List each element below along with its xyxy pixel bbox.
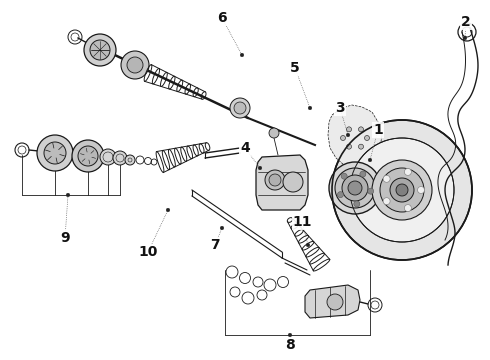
Circle shape	[390, 178, 414, 202]
Circle shape	[332, 120, 472, 260]
Circle shape	[308, 106, 312, 110]
Text: 9: 9	[60, 231, 70, 245]
Circle shape	[348, 181, 362, 195]
Text: 10: 10	[138, 245, 158, 259]
Circle shape	[66, 193, 70, 197]
Circle shape	[269, 128, 279, 138]
Circle shape	[338, 192, 343, 198]
Circle shape	[258, 166, 262, 170]
Text: 1: 1	[373, 123, 383, 137]
Circle shape	[383, 198, 390, 205]
Circle shape	[404, 168, 412, 175]
Circle shape	[342, 175, 368, 201]
Circle shape	[346, 127, 351, 132]
Circle shape	[359, 127, 364, 132]
Polygon shape	[305, 285, 360, 318]
Circle shape	[269, 174, 281, 186]
Circle shape	[37, 135, 73, 171]
Text: 7: 7	[210, 238, 220, 252]
Circle shape	[463, 36, 467, 40]
Circle shape	[125, 155, 135, 165]
Circle shape	[417, 186, 424, 194]
Circle shape	[90, 40, 110, 60]
Circle shape	[372, 160, 432, 220]
Circle shape	[44, 142, 66, 164]
Circle shape	[234, 102, 246, 114]
Circle shape	[350, 138, 454, 242]
Circle shape	[84, 34, 116, 66]
Circle shape	[404, 204, 412, 212]
Text: 2: 2	[461, 15, 471, 29]
Circle shape	[335, 168, 375, 208]
Circle shape	[113, 151, 127, 165]
Circle shape	[329, 162, 381, 214]
Text: 11: 11	[292, 215, 312, 229]
Circle shape	[127, 57, 143, 73]
Text: 6: 6	[217, 11, 227, 25]
Circle shape	[78, 146, 98, 166]
Text: 3: 3	[335, 101, 345, 115]
Circle shape	[396, 184, 408, 196]
Circle shape	[368, 158, 372, 162]
Circle shape	[359, 144, 364, 149]
Circle shape	[341, 135, 345, 140]
Circle shape	[220, 226, 224, 230]
Circle shape	[365, 135, 369, 140]
Circle shape	[100, 149, 116, 165]
Circle shape	[341, 173, 347, 179]
Circle shape	[230, 98, 250, 118]
Circle shape	[306, 243, 310, 247]
Circle shape	[121, 51, 149, 79]
Circle shape	[346, 144, 351, 149]
Text: 4: 4	[240, 141, 250, 155]
Circle shape	[283, 172, 303, 192]
Circle shape	[354, 201, 360, 207]
Circle shape	[265, 170, 285, 190]
Circle shape	[383, 175, 390, 182]
Text: 8: 8	[285, 338, 295, 352]
Circle shape	[166, 208, 170, 212]
Polygon shape	[256, 155, 308, 210]
Circle shape	[368, 188, 374, 194]
Circle shape	[346, 133, 350, 137]
Circle shape	[288, 333, 292, 337]
Text: 5: 5	[290, 61, 300, 75]
Circle shape	[360, 171, 366, 177]
Circle shape	[72, 140, 104, 172]
Polygon shape	[328, 105, 382, 168]
Circle shape	[380, 168, 424, 212]
Circle shape	[240, 53, 244, 57]
Circle shape	[327, 294, 343, 310]
